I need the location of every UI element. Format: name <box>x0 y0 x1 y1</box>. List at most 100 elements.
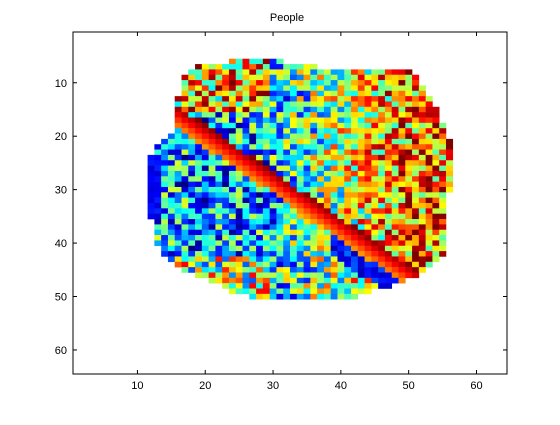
heatmap-cell <box>330 208 338 214</box>
heatmap-cell <box>215 267 223 273</box>
heatmap-cell <box>310 160 318 166</box>
heatmap-cell <box>317 272 325 279</box>
heatmap-cell <box>418 90 426 97</box>
heatmap-cell <box>181 176 189 182</box>
heatmap-cell <box>378 154 386 161</box>
heatmap-cell <box>398 133 406 140</box>
heatmap-cell <box>364 122 372 129</box>
heatmap-cell <box>310 235 318 241</box>
heatmap-cell <box>174 197 182 204</box>
heatmap-cell <box>391 245 399 252</box>
heatmap-cell <box>432 224 440 231</box>
heatmap-cell <box>384 85 393 92</box>
heatmap-cell <box>425 117 433 124</box>
heatmap-cell <box>418 208 426 214</box>
heatmap-cell <box>154 229 162 236</box>
heatmap-cell <box>201 186 209 193</box>
heatmap-cell <box>323 90 331 97</box>
heatmap-cell <box>445 165 454 172</box>
heatmap-cell <box>262 144 270 150</box>
heatmap-cell <box>188 197 196 204</box>
heatmap-cell <box>235 138 243 145</box>
heatmap-cell <box>235 165 243 172</box>
heatmap-cell <box>398 90 406 97</box>
heatmap-cell <box>208 267 216 273</box>
heatmap-cell <box>181 80 189 86</box>
heatmap-cell <box>398 219 406 225</box>
heatmap-cell <box>201 235 209 241</box>
heatmap-cell <box>174 192 182 198</box>
heatmap-cell <box>249 90 257 97</box>
heatmap-cell <box>296 101 304 108</box>
heatmap-cell <box>235 283 243 289</box>
heatmap-cell <box>330 245 338 252</box>
heatmap-cell <box>195 85 203 92</box>
heatmap-cell <box>303 112 311 118</box>
heatmap-cell <box>398 85 406 92</box>
heatmap-cell <box>317 74 325 81</box>
heatmap-cell <box>317 240 325 247</box>
heatmap-cell <box>412 138 420 145</box>
heatmap-cell <box>269 251 277 257</box>
heatmap-cell <box>378 128 386 134</box>
heatmap-cell <box>201 219 209 225</box>
heatmap-cell <box>181 197 189 204</box>
heatmap-cell <box>432 128 440 134</box>
heatmap-cell <box>249 138 257 145</box>
heatmap-cell <box>283 64 291 70</box>
heatmap-cell <box>235 122 243 129</box>
heatmap-cell <box>317 256 325 263</box>
heatmap-cell <box>323 256 331 263</box>
heatmap-cell <box>330 112 338 118</box>
heatmap-cell <box>249 192 257 198</box>
heatmap-cell <box>432 165 440 172</box>
heatmap-cell <box>425 219 433 225</box>
heatmap-cell <box>228 267 237 273</box>
heatmap-cell <box>412 96 420 102</box>
heatmap-cell <box>344 90 352 97</box>
heatmap-cell <box>405 197 413 204</box>
heatmap-cell <box>147 192 155 198</box>
heatmap-cell <box>337 229 345 236</box>
heatmap-cell <box>276 283 284 289</box>
heatmap-cell <box>351 138 359 145</box>
heatmap-cell <box>418 176 426 182</box>
heatmap-cell <box>256 160 264 166</box>
heatmap-cell <box>290 293 298 300</box>
heatmap-cell <box>378 69 386 76</box>
heatmap-cell <box>432 122 440 129</box>
heatmap-cell <box>195 272 203 279</box>
heatmap-cell <box>344 192 352 198</box>
heatmap-cell <box>174 165 182 172</box>
heatmap-cell <box>235 176 243 182</box>
heatmap-cell <box>351 213 359 220</box>
heatmap-cell <box>384 208 393 214</box>
heatmap-cell <box>391 251 399 257</box>
heatmap-cell <box>222 235 230 241</box>
heatmap-cell <box>391 176 399 182</box>
heatmap-cell <box>276 154 284 161</box>
heatmap-cell <box>432 186 440 193</box>
heatmap-cell <box>195 203 203 209</box>
heatmap-cell <box>303 149 311 156</box>
y-tick-label: 60 <box>55 345 67 357</box>
heatmap-cell <box>228 288 237 295</box>
heatmap-cell <box>418 112 426 118</box>
heatmap-cell <box>405 165 413 172</box>
heatmap-cell <box>188 251 196 257</box>
heatmap-cell <box>208 160 216 166</box>
heatmap-cell <box>418 85 426 92</box>
heatmap-cell <box>398 69 406 76</box>
heatmap-cell <box>303 283 311 289</box>
heatmap-cell <box>283 80 291 86</box>
heatmap-cell <box>432 256 440 263</box>
heatmap-cell <box>249 229 257 236</box>
heatmap-cell <box>249 224 257 231</box>
heatmap-cell <box>195 224 203 231</box>
heatmap-cell <box>174 160 182 166</box>
heatmap-cell <box>310 224 318 231</box>
heatmap-cell <box>296 192 304 198</box>
heatmap-cell <box>188 240 196 247</box>
heatmap-cell <box>398 101 406 108</box>
heatmap-cell <box>215 235 223 241</box>
